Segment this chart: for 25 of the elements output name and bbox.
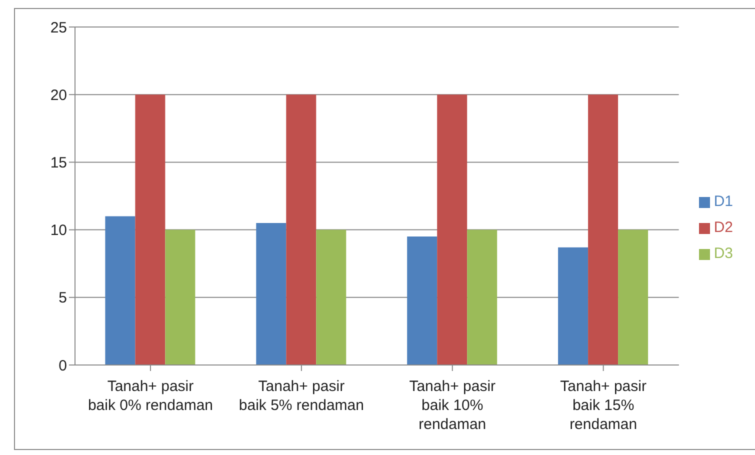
bar xyxy=(316,230,346,365)
bar xyxy=(467,230,498,365)
bar xyxy=(135,94,166,365)
y-tick-label: 5 xyxy=(58,290,67,307)
legend-label: D3 xyxy=(714,245,733,262)
bar xyxy=(558,247,588,365)
legend-label: D2 xyxy=(714,219,733,236)
x-tick-label: Tanah+ pasir baik 10% rendaman xyxy=(409,378,496,433)
y-tick-label: 10 xyxy=(50,222,67,240)
y-tick-label: 0 xyxy=(58,357,67,374)
y-tick-label: 25 xyxy=(50,19,67,36)
x-tick-label: Tanah+ pasir baik 5% rendaman xyxy=(238,378,364,414)
bar xyxy=(407,236,438,365)
bar xyxy=(256,223,286,365)
y-tick-label: 15 xyxy=(50,154,67,172)
x-tick-label: Tanah+ pasir baik 15% rendaman xyxy=(560,378,646,433)
bar xyxy=(437,94,468,365)
bar xyxy=(618,230,648,365)
bar xyxy=(105,216,136,365)
legend-label: D1 xyxy=(714,193,733,210)
bar xyxy=(286,94,316,365)
y-tick-label: 20 xyxy=(50,86,67,104)
bar xyxy=(165,230,196,365)
bar xyxy=(588,94,618,365)
x-tick-label: Tanah+ pasir baik 0% rendaman xyxy=(88,378,214,414)
